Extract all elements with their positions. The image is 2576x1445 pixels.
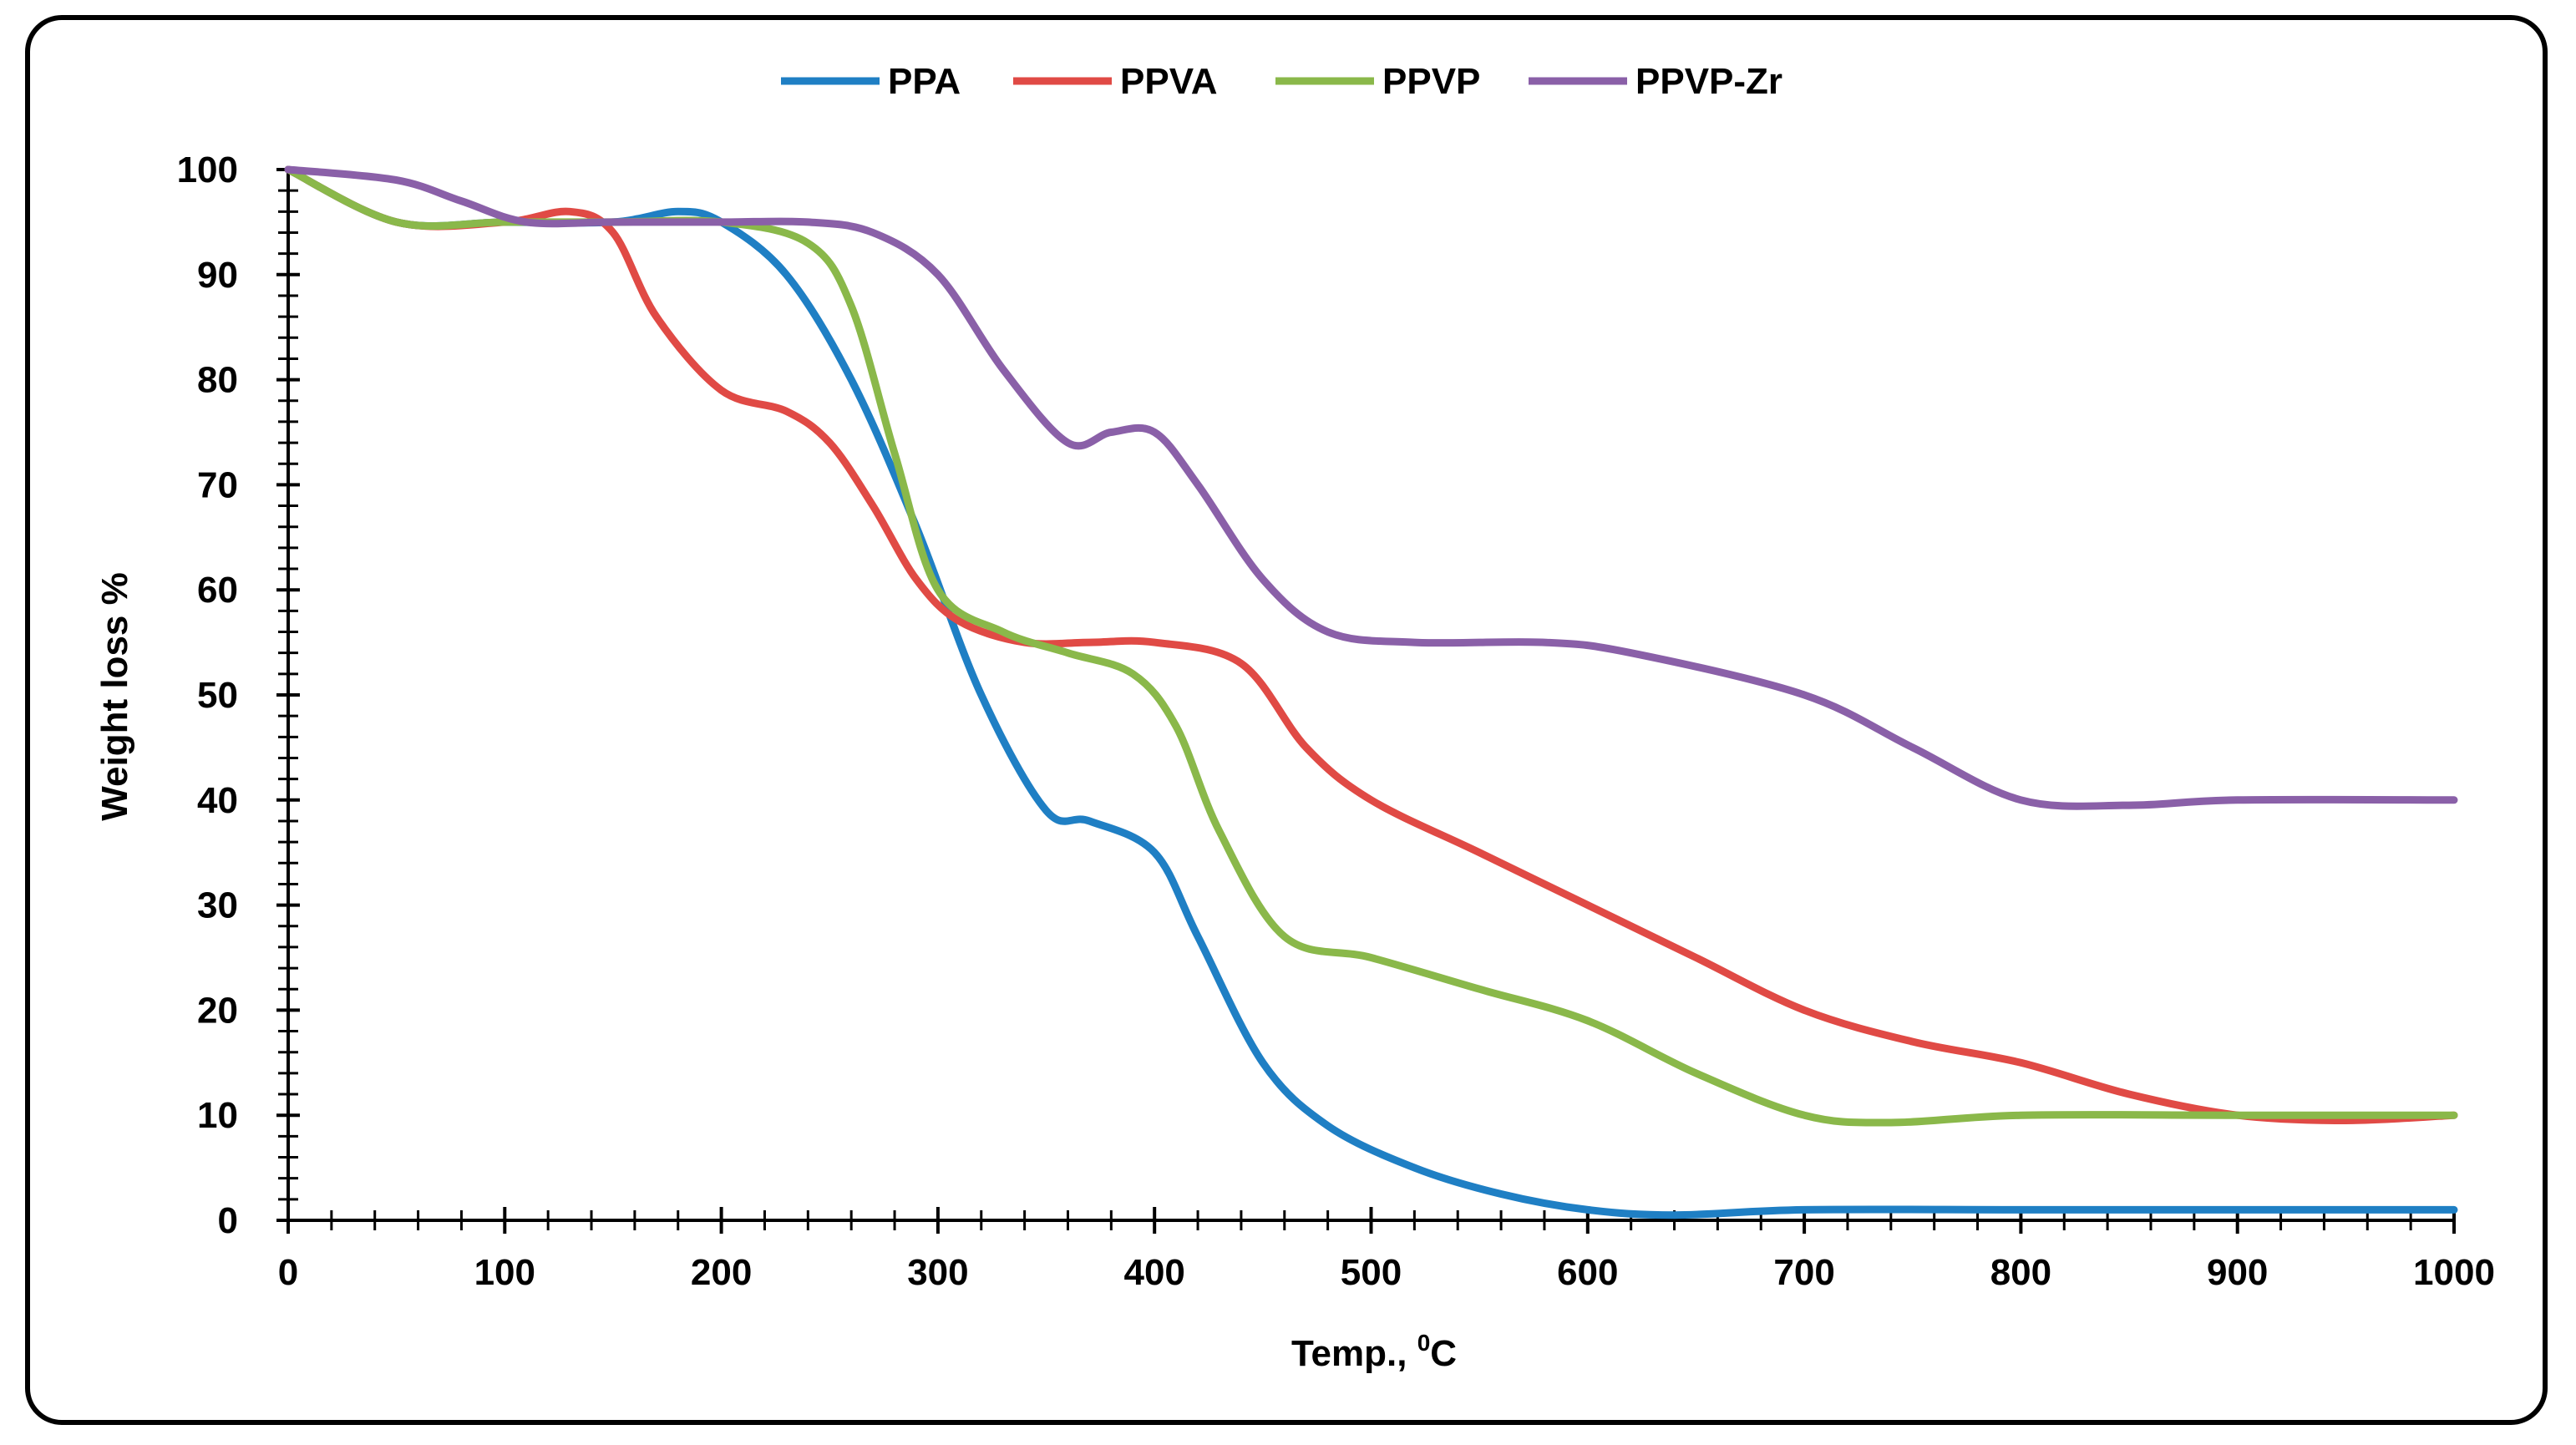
series-layer <box>284 165 2458 1219</box>
y-tick-label: 50 <box>197 675 238 716</box>
x-tick-label: 700 <box>1773 1252 1834 1293</box>
y-tick-label: 90 <box>197 255 238 296</box>
x-tick-label: 600 <box>1557 1252 1618 1293</box>
legend: PPA PPVA PPVP PPVP-Zr <box>781 61 1782 102</box>
series-line-ppvp <box>284 165 2458 1127</box>
y-tick-label: 60 <box>197 570 238 611</box>
x-axis-title: Temp., 0C <box>1291 1330 1457 1374</box>
x-axis-title-end: C <box>1430 1333 1457 1374</box>
y-tick-label: 0 <box>218 1200 238 1241</box>
legend-label-ppva: PPVA <box>1120 61 1218 102</box>
x-tick-label: 300 <box>907 1252 968 1293</box>
legend-label-ppvp-zr: PPVP-Zr <box>1635 61 1782 102</box>
series-line-ppa <box>284 165 2458 1219</box>
legend-label-ppvp: PPVP <box>1382 61 1480 102</box>
y-tick-label: 100 <box>177 150 238 190</box>
x-tick-label: 900 <box>2207 1252 2268 1293</box>
x-tick-label: 100 <box>474 1252 535 1293</box>
y-tick-label: 80 <box>197 360 238 401</box>
series-line-ppvp-zr <box>284 165 2458 810</box>
legend-label-ppa: PPA <box>888 61 961 102</box>
y-tick-label: 20 <box>197 990 238 1031</box>
x-tick-label: 1000 <box>2413 1252 2495 1293</box>
y-tick-label: 10 <box>197 1095 238 1136</box>
y-tick-label: 40 <box>197 780 238 821</box>
y-axis-title: Weight loss % <box>94 572 135 820</box>
x-tick-label: 500 <box>1341 1252 1402 1293</box>
x-tick-label: 800 <box>1990 1252 2051 1293</box>
x-tick-label: 200 <box>691 1252 752 1293</box>
series-line-ppva <box>284 165 2458 1124</box>
y-tick-label: 70 <box>197 464 238 505</box>
x-tick-label: 0 <box>278 1252 298 1293</box>
y-tick-label: 30 <box>197 885 238 926</box>
x-tick-label: 400 <box>1123 1252 1184 1293</box>
x-axis-title-main: Temp., <box>1291 1333 1417 1374</box>
x-axis-title-sup: 0 <box>1417 1330 1431 1356</box>
